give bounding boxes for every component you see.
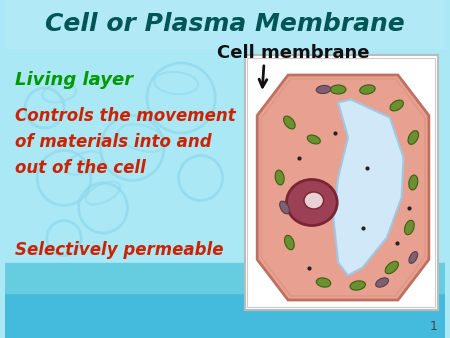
Ellipse shape [350,281,365,290]
Ellipse shape [284,235,294,250]
Ellipse shape [390,100,403,111]
Ellipse shape [280,201,289,214]
Ellipse shape [376,278,388,287]
Ellipse shape [408,130,419,144]
Ellipse shape [316,278,331,287]
Text: Cell membrane: Cell membrane [217,44,369,62]
Bar [5,293,445,338]
Ellipse shape [330,85,346,94]
Ellipse shape [409,251,418,263]
Text: Selectively permeable: Selectively permeable [15,241,224,259]
Ellipse shape [316,86,331,94]
Ellipse shape [287,179,337,225]
Ellipse shape [409,175,418,190]
Ellipse shape [304,192,324,209]
Ellipse shape [307,135,320,144]
Polygon shape [261,79,425,296]
Polygon shape [333,99,404,275]
Text: Cell or Plasma Membrane: Cell or Plasma Membrane [45,12,405,36]
Text: Controls the movement
of materials into and
out of the cell: Controls the movement of materials into … [15,106,236,177]
Text: Living layer: Living layer [15,71,133,89]
Ellipse shape [385,261,398,274]
Ellipse shape [284,116,295,129]
FancyBboxPatch shape [244,55,438,310]
Ellipse shape [405,220,414,235]
Polygon shape [257,75,429,300]
Bar [5,263,445,293]
Ellipse shape [360,85,375,94]
Ellipse shape [275,170,284,185]
Text: 1: 1 [430,320,438,333]
Bar [5,0,445,48]
